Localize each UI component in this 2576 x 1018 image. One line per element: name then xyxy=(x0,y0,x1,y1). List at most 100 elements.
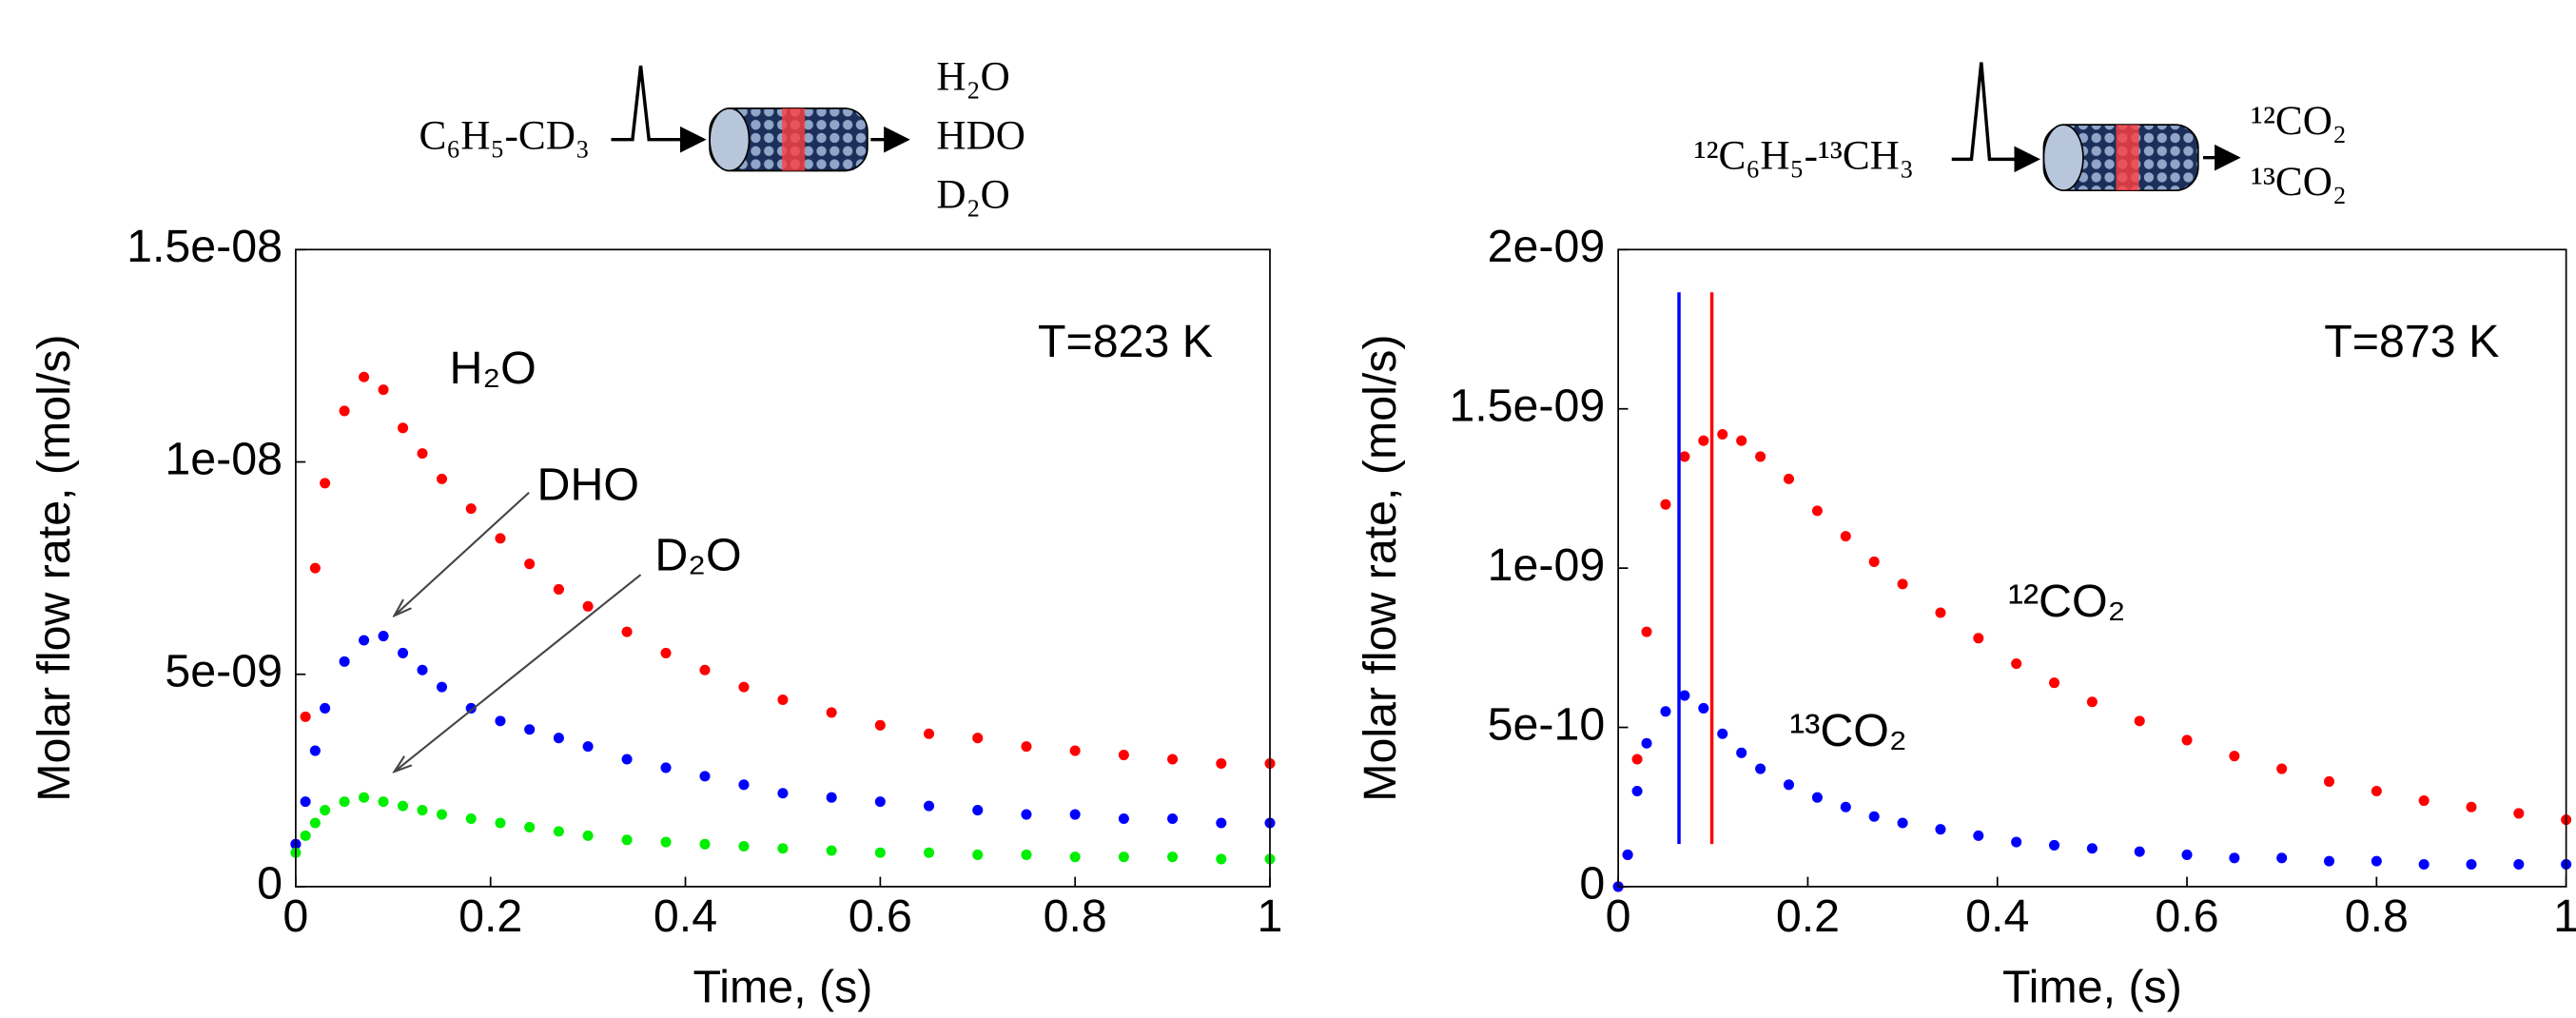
data-point xyxy=(2276,852,2288,864)
data-point xyxy=(339,796,350,808)
data-point xyxy=(359,371,370,382)
x-axis-label: Time, (s) xyxy=(2002,961,2182,1012)
arrow xyxy=(394,491,530,616)
annotation: ¹²CO₂ xyxy=(2008,576,2125,627)
data-point xyxy=(553,826,564,837)
data-point xyxy=(874,847,886,858)
reactor-scheme xyxy=(611,65,910,172)
data-point xyxy=(826,792,837,803)
data-point xyxy=(699,771,711,782)
y-axis-label: Molar flow rate, (mol/s) xyxy=(1355,334,1406,801)
data-point xyxy=(1736,435,1747,446)
data-point xyxy=(309,562,321,574)
x-tick-label: 0.8 xyxy=(2345,891,2409,942)
data-point xyxy=(1021,809,1032,820)
data-point xyxy=(2181,734,2193,746)
data-point xyxy=(1783,473,1795,484)
data-point xyxy=(1973,633,1984,644)
data-point xyxy=(738,779,750,791)
data-point xyxy=(826,845,837,856)
data-point xyxy=(582,741,594,753)
data-point xyxy=(309,817,321,829)
data-point xyxy=(397,422,409,434)
data-point xyxy=(660,762,672,773)
annotation: D₂O xyxy=(654,530,741,581)
data-point xyxy=(495,533,506,544)
x-tick-label: 0.6 xyxy=(2155,891,2218,942)
data-point xyxy=(2323,855,2335,867)
data-point xyxy=(300,796,311,808)
annotation: T=823 K xyxy=(1038,316,1213,367)
data-point xyxy=(495,715,506,727)
x-tick-label: 0.6 xyxy=(849,891,912,942)
product: H₂O xyxy=(936,54,1009,99)
data-point xyxy=(1717,728,1728,739)
data-point xyxy=(874,796,886,808)
data-point xyxy=(2466,858,2477,871)
data-point xyxy=(495,817,506,829)
data-point xyxy=(1840,531,1851,542)
data-point xyxy=(1840,801,1851,812)
data-point xyxy=(1679,451,1690,462)
data-point xyxy=(465,702,477,714)
x-axis-label: Time, (s) xyxy=(693,961,872,1012)
data-point xyxy=(417,448,428,460)
data-point xyxy=(359,792,370,803)
x-tick-label: 0.4 xyxy=(1965,891,2029,942)
data-point xyxy=(1069,809,1081,820)
data-point xyxy=(2049,677,2060,689)
data-point xyxy=(1868,811,1880,822)
data-point xyxy=(738,681,750,693)
data-point xyxy=(553,733,564,744)
product: HDO xyxy=(936,114,1025,159)
data-point xyxy=(2418,795,2430,807)
data-point xyxy=(320,478,331,489)
data-point xyxy=(2513,808,2525,819)
data-point xyxy=(524,724,536,735)
data-point xyxy=(2276,763,2288,774)
x-tick-label: 0.4 xyxy=(654,891,717,942)
x-tick-label: 0 xyxy=(283,891,308,942)
product: ¹³CO₂ xyxy=(2251,160,2347,205)
y-tick-label: 1e-09 xyxy=(1488,539,1606,591)
data-point xyxy=(2229,751,2240,762)
x-tick-label: 1 xyxy=(2553,891,2576,942)
data-point xyxy=(1167,852,1179,863)
data-point xyxy=(2513,858,2525,871)
data-point xyxy=(1631,754,1643,765)
data-point xyxy=(1811,505,1823,517)
data-point xyxy=(1069,852,1081,863)
data-point xyxy=(2323,775,2335,787)
data-point xyxy=(1641,626,1652,637)
data-point xyxy=(2181,849,2193,860)
data-point xyxy=(436,473,448,484)
data-point xyxy=(1698,435,1709,446)
annotation: T=873 K xyxy=(2324,316,2499,367)
data-point xyxy=(1118,812,1129,825)
data-point xyxy=(300,711,311,722)
data-point xyxy=(2371,855,2382,867)
x-tick-label: 0 xyxy=(1606,891,1631,942)
data-point xyxy=(2371,785,2382,797)
data-point xyxy=(1216,853,1227,865)
annotation: H₂O xyxy=(449,343,536,394)
data-point xyxy=(1069,745,1081,756)
product: D₂O xyxy=(936,173,1009,218)
data-point xyxy=(1811,792,1823,803)
reactant: ¹²C₆H₅-¹³CH₃ xyxy=(1694,133,1914,178)
x-tick-label: 1 xyxy=(1258,891,1283,942)
data-point xyxy=(1783,779,1795,791)
data-point xyxy=(1717,428,1728,440)
y-tick-label: 1e-08 xyxy=(165,433,283,484)
data-point xyxy=(1679,690,1690,701)
y-tick-label: 0 xyxy=(257,858,283,910)
data-point xyxy=(300,830,311,841)
data-point xyxy=(417,664,428,675)
data-point xyxy=(826,707,837,718)
data-point xyxy=(2134,846,2145,857)
data-point xyxy=(1736,747,1747,758)
data-point xyxy=(320,702,331,714)
x-tick-label: 0.8 xyxy=(1044,891,1107,942)
data-point xyxy=(924,847,935,858)
